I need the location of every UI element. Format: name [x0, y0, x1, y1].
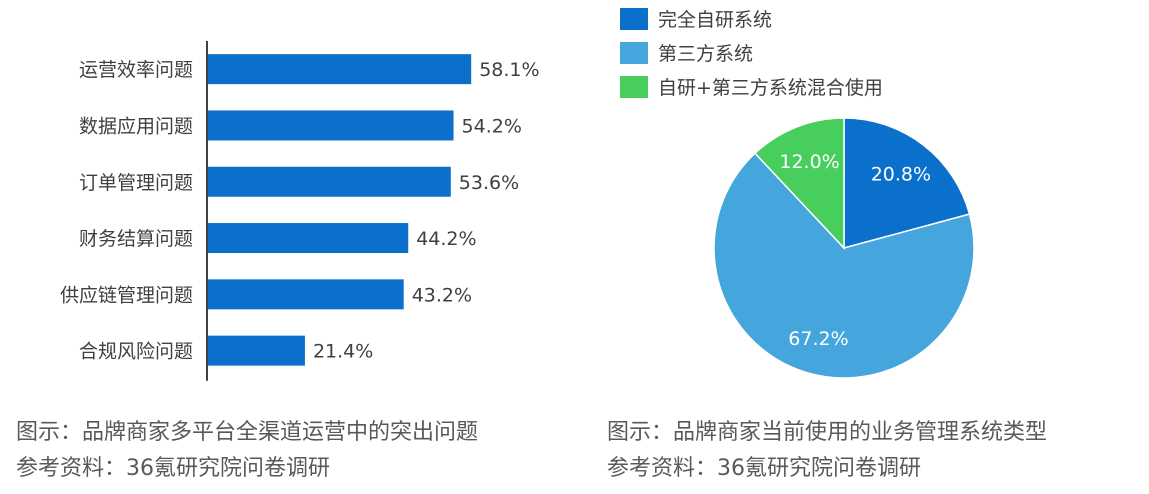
bar-category-label: 合规风险问题	[79, 341, 193, 363]
bar-value-label: 44.2%	[416, 228, 476, 250]
bar-category-label: 运营效率问题	[79, 59, 193, 81]
bar	[208, 279, 404, 310]
bar-category-label: 供应链管理问题	[60, 284, 193, 306]
pie-value-label: 12.0%	[779, 151, 839, 173]
bar-category-label: 订单管理问题	[79, 172, 193, 194]
bar-chart-source: 参考资料：36氪研究院问卷调研	[16, 456, 330, 481]
bar-value-label: 21.4%	[313, 341, 373, 363]
legend-swatch	[620, 76, 648, 98]
pie-value-label: 67.2%	[788, 328, 848, 350]
bar-chart-caption: 图示：品牌商家多平台全渠道运营中的突出问题	[16, 420, 479, 445]
bar	[208, 54, 472, 85]
bar-chart: 运营效率问题 58.1% 数据应用问题 54.2% 订单管理问题 53.6% 财务结算问题 4…	[60, 41, 540, 381]
bar	[208, 166, 451, 197]
legend-swatch	[620, 42, 648, 64]
pie-chart-caption: 图示：品牌商家当前使用的业务管理系统类型	[607, 420, 1048, 445]
legend-label: 完全自研系统	[658, 9, 772, 31]
pie-chart-source: 参考资料：36氪研究院问卷调研	[607, 456, 921, 481]
pie-slice	[753, 117, 845, 250]
legend-label: 自研+第三方系统混合使用	[658, 77, 883, 99]
bar-category-label: 数据应用问题	[79, 115, 193, 137]
pie-slice	[713, 152, 975, 379]
bar	[208, 223, 409, 254]
bar-value-label: 54.2%	[462, 115, 522, 137]
bar-category-label: 财务结算问题	[79, 228, 193, 250]
legend-swatch	[620, 8, 648, 30]
bar-value-label: 53.6%	[459, 172, 519, 194]
pie-value-label: 20.8%	[871, 164, 931, 186]
bar	[208, 335, 305, 366]
bar-value-label: 58.1%	[479, 59, 539, 81]
bar-value-label: 43.2%	[412, 284, 472, 306]
pie-slice	[843, 117, 971, 249]
bar	[208, 110, 454, 141]
legend-label: 第三方系统	[658, 43, 753, 65]
